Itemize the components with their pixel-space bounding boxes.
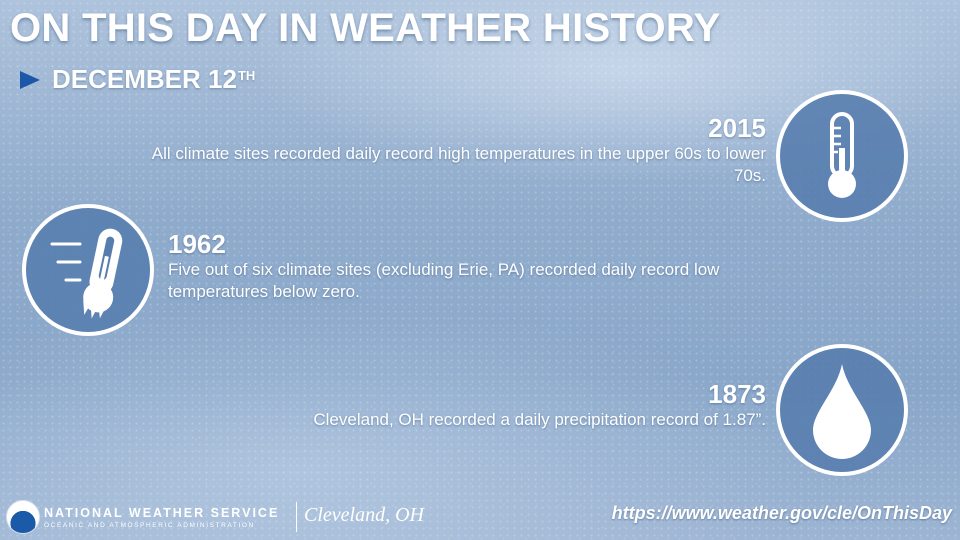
event-description: Five out of six climate sites (excluding… bbox=[168, 260, 720, 301]
footer: NATIONAL WEATHER SERVICE OCEANIC AND ATM… bbox=[0, 496, 960, 540]
footer-divider bbox=[296, 502, 297, 532]
event-year: 1962 bbox=[168, 229, 226, 259]
agency-name: NATIONAL WEATHER SERVICE bbox=[44, 506, 280, 520]
event-2015: 2015 All climate sites recorded daily re… bbox=[126, 113, 766, 187]
date-text: DECEMBER 12 bbox=[52, 64, 237, 94]
frozen-thermometer-icon bbox=[22, 204, 154, 336]
thermometer-icon bbox=[776, 90, 908, 222]
event-1962: 1962 Five out of six climate sites (excl… bbox=[168, 229, 768, 303]
date-suffix: TH bbox=[237, 68, 256, 83]
date-heading: DECEMBER 12 TH bbox=[20, 64, 255, 95]
agency-subtitle: OCEANIC AND ATMOSPHERIC ADMINISTRATION bbox=[44, 522, 255, 529]
raindrop-icon bbox=[776, 344, 908, 476]
event-year: 1873 bbox=[708, 379, 766, 409]
event-year: 2015 bbox=[708, 113, 766, 143]
event-description: Cleveland, OH recorded a daily precipita… bbox=[313, 410, 766, 429]
office-name: Cleveland, OH bbox=[304, 504, 424, 526]
noaa-logo-icon bbox=[6, 500, 40, 534]
play-arrow-icon bbox=[20, 70, 40, 89]
event-description: All climate sites recorded daily record … bbox=[151, 144, 766, 185]
event-1873: 1873 Cleveland, OH recorded a daily prec… bbox=[126, 379, 766, 431]
page-title: ON THIS DAY IN WEATHER HISTORY bbox=[10, 6, 721, 50]
website-link[interactable]: https://www.weather.gov/cle/OnThisDay bbox=[611, 503, 952, 523]
